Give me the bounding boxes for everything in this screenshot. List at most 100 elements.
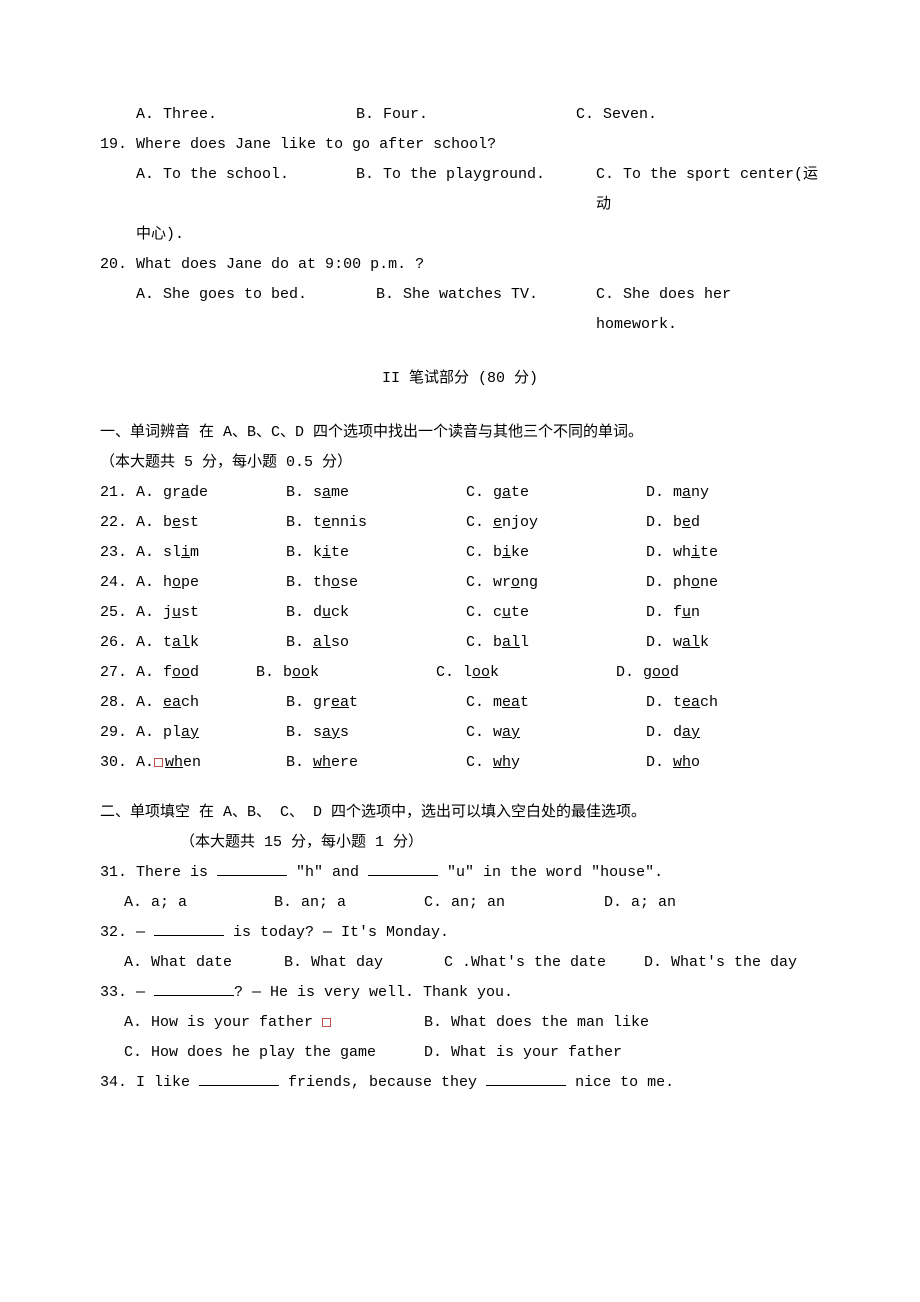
q32-c: C .What's the date bbox=[444, 948, 644, 978]
opt-a: A.when bbox=[136, 748, 286, 778]
q-num: 28. bbox=[100, 688, 136, 718]
opt-d: D. white bbox=[646, 538, 820, 568]
q-num: 22. bbox=[100, 508, 136, 538]
opt-d: D. who bbox=[646, 748, 820, 778]
fill-blank bbox=[154, 920, 224, 936]
q32-d: D. What's the day bbox=[644, 948, 820, 978]
opt-d: D. phone bbox=[646, 568, 820, 598]
opt-c: C. meat bbox=[466, 688, 646, 718]
q23: 23. A. slim B. kite C. bike D. white bbox=[100, 538, 820, 568]
q20-text: What does Jane do at 9:00 p.m. ? bbox=[136, 256, 424, 273]
q19-opt-c: C. To the sport center(运动 bbox=[596, 160, 820, 220]
q18-opt-b: B. Four. bbox=[356, 100, 576, 130]
opt-b: B. kite bbox=[286, 538, 466, 568]
q29: 29. A. play B. says C. way D. day bbox=[100, 718, 820, 748]
q-num: 21. bbox=[100, 478, 136, 508]
opt-b: B. duck bbox=[286, 598, 466, 628]
q25: 25. A. just B. duck C. cute D. fun bbox=[100, 598, 820, 628]
q31-b: B. an; a bbox=[274, 888, 424, 918]
q22: 22. A. best B. tennis C. enjoy D. bed bbox=[100, 508, 820, 538]
q-num: 30. bbox=[100, 748, 136, 778]
fill-blank bbox=[486, 1070, 566, 1086]
written-part-title: II 笔试部分 (80 分) bbox=[100, 364, 820, 394]
marker-icon bbox=[154, 758, 163, 767]
opt-a: A. hope bbox=[136, 568, 286, 598]
q30: 30. A.when B. where C. why D. who bbox=[100, 748, 820, 778]
q31-d: D. a; an bbox=[604, 888, 820, 918]
q19-options: A. To the school. B. To the playground. … bbox=[100, 160, 820, 220]
opt-c: C. bike bbox=[466, 538, 646, 568]
sec2-title: 二、单项填空 在 A、B、 C、 D 四个选项中，选出可以填入空白处的最佳选项。 bbox=[100, 798, 820, 828]
q32-a: A. What date bbox=[124, 948, 284, 978]
fill-blank bbox=[154, 980, 234, 996]
opt-c: C. way bbox=[466, 718, 646, 748]
q19-num: 19. bbox=[100, 136, 127, 153]
q31-a: A. a; a bbox=[124, 888, 274, 918]
worksheet-page: A. Three. B. Four. C. Seven. 19. Where d… bbox=[0, 0, 920, 1302]
sec1-title: 一、单词辨音 在 A、B、C、D 四个选项中找出一个读音与其他三个不同的单词。 bbox=[100, 418, 820, 448]
q19-text: Where does Jane like to go after school? bbox=[136, 136, 496, 153]
q31-options: A. a; a B. an; a C. an; an D. a; an bbox=[100, 888, 820, 918]
opt-c: C. ball bbox=[466, 628, 646, 658]
opt-b: B. great bbox=[286, 688, 466, 718]
q20-num: 20. bbox=[100, 256, 127, 273]
q31-text: 31. There is "h" and "u" in the word "ho… bbox=[100, 858, 820, 888]
opt-d: D. fun bbox=[646, 598, 820, 628]
opt-d: D. day bbox=[646, 718, 820, 748]
q33-d: D. What is your father bbox=[424, 1038, 820, 1068]
q20-opt-a: A. She goes to bed. bbox=[136, 280, 376, 340]
opt-d: D. walk bbox=[646, 628, 820, 658]
opt-d: D. many bbox=[646, 478, 820, 508]
q19-question: 19. Where does Jane like to go after sch… bbox=[100, 130, 820, 160]
fill-blank bbox=[199, 1070, 279, 1086]
opt-a: A. grade bbox=[136, 478, 286, 508]
opt-a: A. just bbox=[136, 598, 286, 628]
opt-b: B. also bbox=[286, 628, 466, 658]
fill-blank bbox=[368, 860, 438, 876]
opt-b: B. where bbox=[286, 748, 466, 778]
opt-b: B. says bbox=[286, 718, 466, 748]
q33-c: C. How does he play the game bbox=[124, 1038, 424, 1068]
opt-b: B. tennis bbox=[286, 508, 466, 538]
q27: 27. A. food B. book C. look D. good bbox=[100, 658, 820, 688]
q20-opt-b: B. She watches TV. bbox=[376, 280, 596, 340]
q21: 21. A. grade B. same C. gate D. many bbox=[100, 478, 820, 508]
q33-text: 33. — ? — He is very well. Thank you. bbox=[100, 978, 820, 1008]
opt-a: A. each bbox=[136, 688, 286, 718]
q24: 24. A. hope B. those C. wrong D. phone bbox=[100, 568, 820, 598]
q-num: 24. bbox=[100, 568, 136, 598]
opt-d: D. teach bbox=[646, 688, 820, 718]
q34-text: 34. I like friends, because they nice to… bbox=[100, 1068, 820, 1098]
q20-options: A. She goes to bed. B. She watches TV. C… bbox=[100, 280, 820, 340]
sec1-subtitle: （本大题共 5 分，每小题 0.5 分） bbox=[100, 448, 820, 478]
q18-opt-a: A. Three. bbox=[136, 100, 356, 130]
opt-c: C. cute bbox=[466, 598, 646, 628]
q18-opt-c: C. Seven. bbox=[576, 100, 820, 130]
opt-d: D. bed bbox=[646, 508, 820, 538]
q19-opt-b: B. To the playground. bbox=[356, 160, 596, 220]
q-num: 25. bbox=[100, 598, 136, 628]
q-num: 26. bbox=[100, 628, 136, 658]
fill-blank bbox=[217, 860, 287, 876]
opt-b: B. book bbox=[256, 658, 436, 688]
opt-a: A. talk bbox=[136, 628, 286, 658]
marker-icon bbox=[322, 1018, 331, 1027]
q33-a: A. How is your father bbox=[124, 1008, 424, 1038]
q33-options-row1: A. How is your father B. What does the m… bbox=[100, 1008, 820, 1038]
q19-opt-c-wrap: 中心). bbox=[100, 220, 820, 250]
q20-opt-c: C. She does her homework. bbox=[596, 280, 820, 340]
opt-a: A. slim bbox=[136, 538, 286, 568]
opt-b: B. those bbox=[286, 568, 466, 598]
q32-text: 32. — is today? — It's Monday. bbox=[100, 918, 820, 948]
q31-c: C. an; an bbox=[424, 888, 604, 918]
opt-c: C. wrong bbox=[466, 568, 646, 598]
q33-options-row2: C. How does he play the game D. What is … bbox=[100, 1038, 820, 1068]
sec2-subtitle: （本大题共 15 分，每小题 1 分） bbox=[100, 828, 820, 858]
opt-c: C. why bbox=[466, 748, 646, 778]
q-num: 23. bbox=[100, 538, 136, 568]
opt-d: D. good bbox=[616, 658, 820, 688]
q33-b: B. What does the man like bbox=[424, 1008, 820, 1038]
opt-c: C. look bbox=[436, 658, 616, 688]
q26: 26. A. talk B. also C. ball D. walk bbox=[100, 628, 820, 658]
q32-b: B. What day bbox=[284, 948, 444, 978]
